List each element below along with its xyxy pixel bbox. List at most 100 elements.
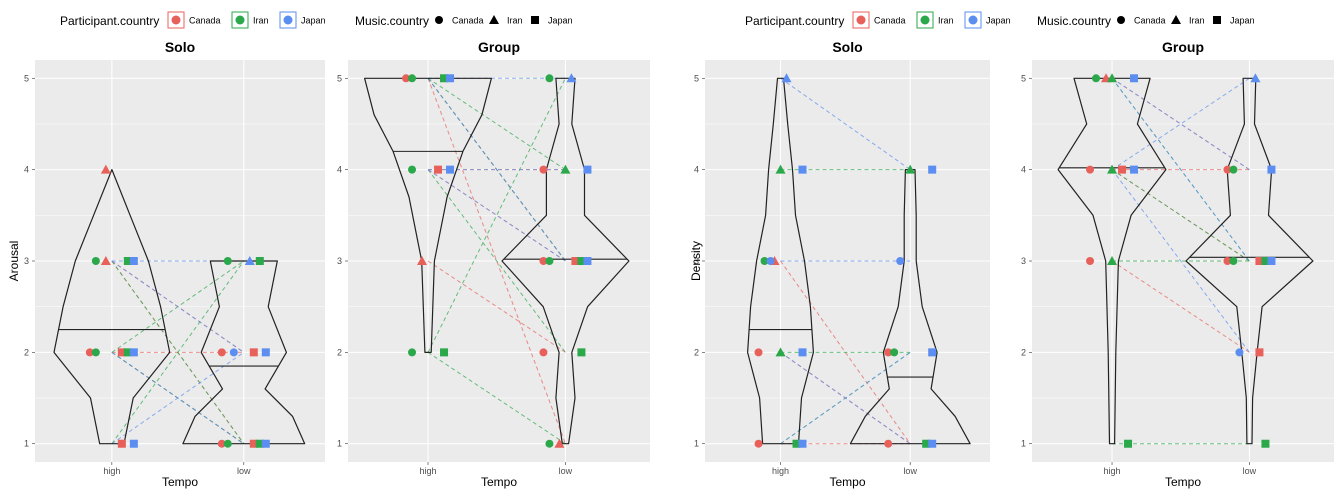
tick-label-y: 2 [694, 347, 699, 357]
data-point-iran [408, 165, 417, 174]
legend-label-japan: Japan [301, 16, 326, 26]
panel-3: Solo 1 2 3 4 5 high low Tempo Density [689, 39, 990, 489]
legend-label-japan: Japan [1230, 16, 1255, 26]
data-point-canada [539, 165, 548, 174]
tick-label-y: 5 [694, 73, 699, 83]
legend-label-iran: Iran [1189, 16, 1205, 26]
data-point-japan [1250, 73, 1261, 83]
data-point-japan [1130, 74, 1139, 83]
legend-label-canada: Canada [189, 16, 221, 26]
data-point-canada [1223, 165, 1232, 174]
panel-1: Solo 1 2 3 4 5 high low Tempo Arousal [7, 39, 325, 489]
data-point-iran [1261, 257, 1270, 265]
connector-line-japan [1111, 77, 1250, 262]
data-point-iran [1229, 257, 1238, 265]
data-point-japan [798, 165, 807, 174]
tick-label-y: 4 [1021, 165, 1026, 175]
axis-label-x: Tempo [481, 475, 517, 489]
data-point-iran [91, 348, 100, 357]
legend-key-iran [1171, 15, 1181, 24]
violin-low [182, 260, 306, 445]
tick-label-y: 1 [337, 439, 342, 449]
data-point-canada [100, 164, 111, 174]
data-point-iran [440, 74, 449, 83]
axis-label-x: Tempo [162, 475, 198, 489]
data-point-iran [1261, 439, 1270, 448]
violin-low [501, 77, 630, 445]
legend-key-iran [489, 15, 499, 24]
legend-key-iran [920, 15, 930, 25]
legend-label-iran: Iran [507, 16, 523, 26]
data-point-japan [1267, 165, 1276, 174]
data-point-iran [408, 74, 417, 83]
tick-label-x: low [1243, 466, 1257, 476]
connector-line-japan [111, 260, 245, 353]
data-point-iran [545, 439, 554, 448]
data-point-canada [554, 438, 565, 448]
axis-label-y: Arousal [7, 241, 21, 282]
panel-2: Group 1 2 3 4 5 high low Tempo [337, 39, 650, 489]
data-point-canada [1255, 257, 1264, 265]
data-point-japan [1235, 348, 1244, 357]
legend-label-canada: Canada [874, 16, 906, 26]
data-point-iran [890, 348, 899, 357]
data-point-iran [760, 257, 769, 265]
data-point-canada [85, 348, 94, 357]
legend-4: Music.country Canada Iran Japan [1037, 14, 1255, 28]
data-point-canada [434, 165, 443, 174]
data-point-iran [1092, 74, 1101, 83]
data-point-iran [255, 439, 264, 448]
data-point-japan [766, 257, 775, 265]
legend-title: Music.country [355, 14, 429, 28]
legend-label-iran: Iran [253, 16, 269, 26]
data-point-japan [446, 74, 455, 83]
data-point-iran [1107, 73, 1118, 83]
legend-key-japan [968, 15, 978, 25]
data-point-japan [928, 165, 937, 174]
axis-label-x: Tempo [829, 475, 865, 489]
data-point-japan [798, 348, 807, 357]
violin-high [1057, 77, 1167, 445]
legend-key-iran [235, 15, 245, 25]
tick-label-x: high [103, 466, 120, 476]
legend-label-canada: Canada [1134, 16, 1166, 26]
violin-high [747, 77, 814, 445]
data-point-canada [217, 439, 226, 448]
data-point-canada [539, 348, 548, 357]
connector-line-iran [427, 78, 566, 353]
data-point-canada [249, 439, 258, 448]
tick-label-x: high [420, 466, 437, 476]
legend-key-japan [531, 16, 539, 24]
data-point-canada [1223, 257, 1232, 265]
data-point-canada [539, 257, 548, 265]
data-point-japan [798, 439, 807, 448]
data-point-canada [1086, 257, 1095, 265]
data-point-japan [446, 165, 455, 174]
data-point-iran [775, 347, 786, 357]
data-point-iran [1107, 256, 1118, 265]
tick-label-y: 4 [337, 165, 342, 175]
legend-key-canada [171, 15, 181, 25]
legend-key-canada [856, 15, 866, 25]
data-point-iran [1124, 439, 1133, 448]
data-point-canada [754, 348, 763, 357]
data-point-canada [884, 348, 893, 357]
data-point-canada [571, 257, 580, 265]
legend-key-japan [1213, 16, 1221, 24]
data-point-japan [129, 348, 138, 357]
data-point-japan [566, 73, 577, 83]
panel-title: Solo [165, 39, 195, 55]
connector-line-japan [427, 77, 566, 262]
tick-label-y: 2 [1021, 347, 1026, 357]
tick-label-y: 5 [337, 73, 342, 83]
panel-title: Solo [832, 39, 862, 55]
legend-title: Participant.country [745, 14, 844, 28]
data-point-canada [1086, 165, 1095, 174]
data-point-iran [792, 439, 801, 448]
data-point-japan [261, 348, 270, 357]
data-point-iran [123, 348, 132, 357]
data-point-japan [261, 439, 270, 448]
data-point-japan [129, 257, 138, 265]
connector-line-japan [780, 77, 911, 171]
